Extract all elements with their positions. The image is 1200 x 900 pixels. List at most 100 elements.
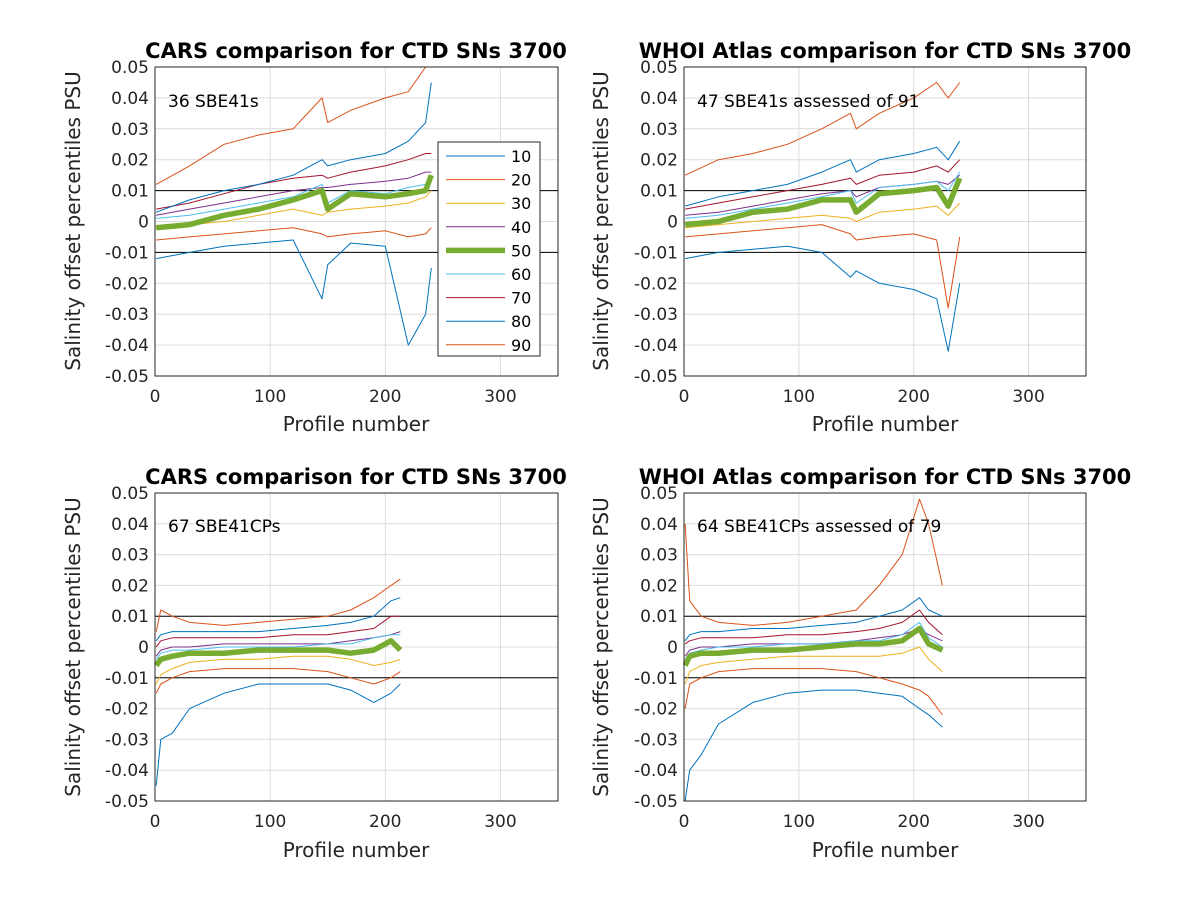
chart-title: WHOI Atlas comparison for CTD SNs 3700 [639,465,1132,489]
x-tick-labels: 0 100 200 300 [150,812,517,832]
legend-label: 80 [511,312,531,331]
x-tick-label: 100 [783,812,815,832]
y-tick-labels: -0.05 -0.04 -0.03 -0.02 -0.01 0 0.01 0.02 0.03 0.… [634,484,678,812]
series-line-p70 [155,615,401,648]
y-tick-label: -0.01 [105,669,149,689]
reference-lines [155,615,558,679]
x-tick-label: 0 [150,812,161,832]
x-tick-label: 0 [679,387,690,407]
chart-title: WHOI Atlas comparison for CTD SNs 3700 [639,39,1132,63]
y-tick-label: -0.02 [634,700,678,720]
legend-label: 60 [511,265,531,284]
y-tick-label: 0 [667,213,678,233]
series-lines [682,498,944,802]
y-tick-label: 0.02 [640,576,678,596]
x-tick-label: 0 [679,812,690,832]
series-line-p80 [156,82,432,213]
y-tick-label: -0.02 [105,700,149,720]
annotation-float-count: 64 SBE41CPs assessed of 79 [697,517,941,537]
y-tick-label: 0.05 [111,484,149,504]
y-tick-label: -0.05 [634,367,678,387]
y-tick-label: -0.03 [105,305,149,325]
series-line-p50 [153,638,403,668]
series-line-p20 [155,66,432,185]
y-tick-labels: -0.05 -0.04 -0.03 -0.02 -0.01 0 0.01 0.02 0.03 0.… [105,484,149,812]
y-tick-label: 0.01 [640,182,678,202]
axes-box [683,492,1087,802]
x-axis-label: Profile number [283,838,430,862]
y-tick-label: -0.04 [105,761,149,781]
legend-label: 40 [511,218,531,237]
y-tick-label: -0.03 [634,305,678,325]
panel-cars-sbe41: 0 100 200 300 -0.05 -0.04 -0.03 -0.02 -0.01 0 0.0… [61,39,567,436]
x-tick-label: 100 [254,812,286,832]
y-tick-label: -0.05 [105,367,149,387]
y-tick-label: 0 [138,638,149,658]
series-line-p80 [155,597,401,642]
x-axis-label: Profile number [812,412,959,436]
series-line-p30 [685,202,961,229]
annotation-float-count: 67 SBE41CPs [168,517,281,537]
y-tick-label: -0.02 [634,274,678,294]
y-tick-label: 0 [138,213,149,233]
panel-cars-sbe41cp: 0 100 200 300 -0.05 -0.04 -0.03 -0.02 -0.01 0 0.0… [61,465,567,862]
legend-label: 90 [511,336,531,355]
series-line-p30 [155,655,401,685]
y-tick-label: 0.05 [640,58,678,78]
series-line-p20 [684,498,943,626]
x-tick-label: 300 [1012,812,1044,832]
y-axis-label: Salinity offset percentiles PSU [589,71,613,370]
y-tick-label: 0.04 [111,89,149,109]
y-tick-label: -0.04 [634,336,678,356]
y-axis-label: Salinity offset percentiles PSU [61,71,85,370]
chart-title: CARS comparison for CTD SNs 3700 [145,39,567,63]
x-tick-label: 200 [897,387,929,407]
x-tick-labels: 0 100 200 300 [150,387,517,407]
x-axis-label: Profile number [283,412,430,436]
y-tick-label: -0.05 [105,792,149,812]
legend-label: 20 [511,171,531,190]
y-tick-label: -0.01 [105,243,149,263]
y-tick-label: 0.03 [640,120,678,140]
y-tick-label: -0.04 [105,336,149,356]
y-tick-label: -0.01 [634,669,678,689]
series-line-p70 [156,153,432,210]
legend-label: 50 [511,241,531,260]
series-line-p50 [155,174,434,231]
series-lines [684,82,963,352]
series-line-p40 [156,171,432,216]
y-tick-label: -0.01 [634,243,678,263]
y-tick-label: 0.04 [640,89,678,109]
series-line-p90 [156,227,432,241]
x-tick-labels: 0 100 200 300 [679,812,1045,832]
y-tick-label: 0.02 [111,151,149,171]
y-tick-labels: -0.05 -0.04 -0.03 -0.02 -0.01 0 0.01 0.02 0.03 0.… [634,58,678,387]
y-tick-labels: -0.05 -0.04 -0.03 -0.02 -0.01 0 0.01 0.02 0.03 0.… [105,58,149,387]
y-tick-label: 0.04 [111,515,149,535]
panel-whoi-sbe41cp: 0 100 200 300 -0.05 -0.04 -0.03 -0.02 -0.01 0 0.0… [589,465,1131,862]
x-tick-label: 100 [783,387,815,407]
y-tick-label: -0.03 [105,730,149,750]
series-line-p10 [155,683,401,786]
chart-title: CARS comparison for CTD SNs 3700 [145,465,567,489]
y-tick-label: 0.01 [111,607,149,627]
x-axis-label: Profile number [812,838,959,862]
x-tick-label: 200 [369,812,401,832]
y-tick-label: 0.01 [640,607,678,627]
y-tick-label: 0.03 [640,546,678,566]
series-line-p90 [155,668,401,694]
x-tick-label: 100 [254,387,286,407]
legend-label: 30 [511,194,531,213]
series-line-p60 [684,621,943,660]
x-tick-label: 300 [1012,387,1044,407]
y-tick-label: 0.03 [111,546,149,566]
legend: 10 20 30 40 50 60 70 80 90 [437,141,541,357]
series-line-p50 [682,625,944,667]
panel-whoi-sbe41: 0 100 200 300 -0.05 -0.04 -0.03 -0.02 -0.01 0 0.0… [589,39,1131,436]
y-tick-label: 0.02 [640,151,678,171]
x-tick-label: 300 [484,387,516,407]
y-tick-label: -0.03 [634,730,678,750]
series-line-p30 [156,190,432,229]
reference-lines [684,615,1086,679]
